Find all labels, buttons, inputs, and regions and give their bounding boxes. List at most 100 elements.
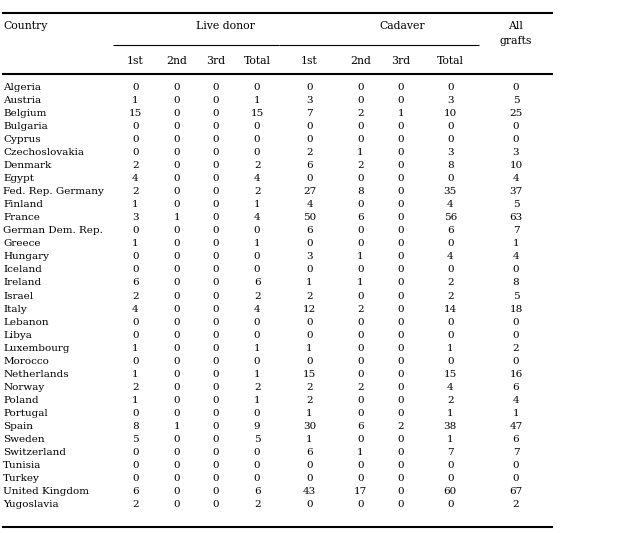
Text: 0: 0 (254, 448, 260, 457)
Text: 67: 67 (509, 488, 523, 496)
Text: 0: 0 (306, 174, 313, 183)
Text: Algeria: Algeria (3, 83, 41, 92)
Text: France: France (3, 213, 40, 222)
Text: 0: 0 (213, 187, 219, 196)
Text: 0: 0 (447, 265, 453, 274)
Text: Finland: Finland (3, 200, 43, 209)
Text: 1: 1 (254, 96, 260, 104)
Text: 2: 2 (254, 500, 260, 510)
Text: 2: 2 (132, 292, 138, 301)
Text: 5: 5 (512, 200, 519, 209)
Text: 0: 0 (512, 357, 519, 366)
Text: 15: 15 (251, 109, 264, 118)
Text: 0: 0 (306, 462, 313, 470)
Text: 0: 0 (132, 83, 138, 92)
Text: 0: 0 (398, 409, 404, 418)
Text: 0: 0 (213, 474, 219, 483)
Text: 0: 0 (213, 253, 219, 261)
Text: 0: 0 (132, 253, 138, 261)
Text: 0: 0 (447, 500, 453, 510)
Text: 0: 0 (398, 330, 404, 340)
Text: 3: 3 (306, 96, 313, 104)
Text: 1: 1 (254, 239, 260, 248)
Text: Israel: Israel (3, 292, 33, 301)
Text: 47: 47 (509, 422, 523, 431)
Text: Ireland: Ireland (3, 278, 41, 287)
Text: 0: 0 (398, 448, 404, 457)
Text: grafts: grafts (500, 36, 532, 46)
Text: 0: 0 (357, 435, 364, 444)
Text: 0: 0 (132, 330, 138, 340)
Text: 6: 6 (254, 488, 260, 496)
Text: 3rd: 3rd (391, 56, 411, 66)
Text: 0: 0 (398, 96, 404, 104)
Text: 0: 0 (174, 409, 180, 418)
Text: 0: 0 (213, 213, 219, 222)
Text: 6: 6 (132, 488, 138, 496)
Text: 0: 0 (357, 227, 364, 235)
Text: 0: 0 (398, 462, 404, 470)
Text: 0: 0 (357, 96, 364, 104)
Text: Poland: Poland (3, 396, 39, 405)
Text: 1: 1 (357, 253, 364, 261)
Text: 0: 0 (398, 200, 404, 209)
Text: 1: 1 (306, 344, 313, 353)
Text: 0: 0 (254, 357, 260, 366)
Text: 1: 1 (132, 344, 138, 353)
Text: 0: 0 (132, 148, 138, 157)
Text: 0: 0 (254, 330, 260, 340)
Text: 0: 0 (132, 135, 138, 144)
Text: 0: 0 (213, 462, 219, 470)
Text: 0: 0 (398, 474, 404, 483)
Text: 0: 0 (398, 83, 404, 92)
Text: 0: 0 (174, 448, 180, 457)
Text: 0: 0 (357, 135, 364, 144)
Text: Czechoslovakia: Czechoslovakia (3, 148, 84, 157)
Text: 0: 0 (398, 488, 404, 496)
Text: 1: 1 (357, 278, 364, 287)
Text: Country: Country (3, 21, 48, 31)
Text: 0: 0 (357, 200, 364, 209)
Text: 0: 0 (447, 83, 453, 92)
Text: 0: 0 (398, 357, 404, 366)
Text: 0: 0 (213, 435, 219, 444)
Text: 0: 0 (398, 383, 404, 392)
Text: 0: 0 (132, 462, 138, 470)
Text: 1: 1 (306, 278, 313, 287)
Text: 2: 2 (357, 109, 364, 118)
Text: 0: 0 (398, 239, 404, 248)
Text: Egypt: Egypt (3, 174, 34, 183)
Text: 1st: 1st (301, 56, 318, 66)
Text: Hungary: Hungary (3, 253, 49, 261)
Text: United Kingdom: United Kingdom (3, 488, 89, 496)
Text: 2: 2 (357, 161, 364, 170)
Text: 0: 0 (174, 83, 180, 92)
Text: 0: 0 (174, 383, 180, 392)
Text: 8: 8 (512, 278, 519, 287)
Text: 0: 0 (398, 396, 404, 405)
Text: 3: 3 (132, 213, 138, 222)
Text: 0: 0 (306, 83, 313, 92)
Text: 3rd: 3rd (206, 56, 225, 66)
Text: 0: 0 (357, 292, 364, 301)
Text: 0: 0 (213, 200, 219, 209)
Text: 0: 0 (174, 344, 180, 353)
Text: 0: 0 (512, 83, 519, 92)
Text: 1: 1 (306, 435, 313, 444)
Text: 0: 0 (174, 253, 180, 261)
Text: 0: 0 (213, 109, 219, 118)
Text: 4: 4 (447, 200, 453, 209)
Text: Belgium: Belgium (3, 109, 46, 118)
Text: Live donor: Live donor (196, 21, 255, 31)
Text: 0: 0 (398, 318, 404, 327)
Text: 2nd: 2nd (167, 56, 187, 66)
Text: 2: 2 (254, 292, 260, 301)
Text: Iceland: Iceland (3, 265, 42, 274)
Text: 63: 63 (509, 213, 523, 222)
Text: 6: 6 (306, 227, 313, 235)
Text: 6: 6 (512, 435, 519, 444)
Text: 0: 0 (174, 396, 180, 405)
Text: 5: 5 (132, 435, 138, 444)
Text: 0: 0 (398, 187, 404, 196)
Text: 4: 4 (132, 174, 138, 183)
